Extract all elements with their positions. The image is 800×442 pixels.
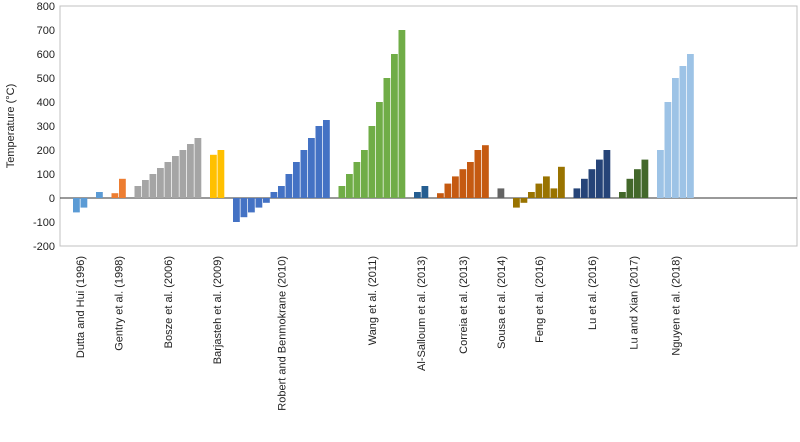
category-label: Gentry et al. (1998)	[114, 256, 126, 351]
category-label: Feng et al. (2016)	[534, 256, 546, 343]
category-label: Wang et al. (2011)	[367, 256, 379, 345]
bar	[543, 176, 550, 198]
bar	[513, 198, 520, 208]
y-tick-label: 700	[37, 25, 55, 37]
bar	[528, 192, 535, 198]
bar	[391, 54, 398, 198]
y-tick-label: 100	[37, 169, 55, 181]
y-tick-label: -100	[33, 217, 55, 229]
bar	[278, 186, 285, 198]
bar	[581, 178, 588, 198]
plot-area	[59, 5, 798, 247]
bars	[73, 30, 694, 222]
y-axis: -200 -100 0 100 200 300 400 500 600 700 800	[33, 1, 55, 253]
bar	[73, 198, 80, 213]
bar	[210, 154, 217, 198]
bar	[672, 78, 679, 198]
bar	[467, 162, 474, 198]
bar	[444, 183, 452, 198]
bar	[134, 186, 142, 198]
bar	[619, 192, 626, 198]
bar	[346, 174, 353, 198]
bar	[248, 198, 255, 213]
bar	[157, 168, 164, 198]
bar	[217, 150, 225, 198]
bar	[459, 169, 467, 198]
bar	[550, 188, 558, 198]
bar	[270, 192, 278, 198]
bar	[308, 138, 315, 198]
category-label: Robert and Benmokrane (2010)	[276, 256, 288, 411]
bar	[687, 54, 694, 198]
bar	[603, 150, 611, 198]
bar	[474, 150, 482, 198]
bar	[657, 150, 664, 198]
bar	[641, 159, 649, 198]
bar	[679, 66, 687, 198]
bar	[588, 169, 596, 198]
bar	[119, 178, 126, 198]
bar	[482, 145, 489, 198]
bar	[142, 180, 149, 198]
bar	[164, 162, 172, 198]
bar	[179, 150, 187, 198]
y-axis-title: Temperature (°C)	[5, 84, 17, 168]
bar	[255, 198, 263, 208]
category-label: Lu et al. (2016)	[587, 256, 599, 330]
bar	[187, 144, 194, 198]
bar	[558, 166, 565, 198]
bar	[376, 102, 383, 198]
bar	[323, 120, 330, 198]
bar	[437, 193, 444, 198]
bar	[421, 186, 429, 198]
category-label: Nguyen et al. (2018)	[670, 256, 682, 356]
y-tick-label: 800	[37, 1, 55, 13]
bar	[172, 156, 179, 198]
bar	[293, 162, 300, 198]
y-tick-label: 300	[37, 121, 55, 133]
bar	[194, 138, 202, 198]
category-label: Barjasteh et al. (2009)	[212, 256, 224, 364]
bar	[452, 176, 459, 198]
bar	[414, 192, 421, 198]
bar	[573, 188, 581, 198]
bar	[149, 174, 157, 198]
bar	[233, 198, 240, 222]
bar	[338, 186, 346, 198]
category-label: Sousa et al. (2014)	[496, 256, 508, 349]
bar	[80, 198, 88, 208]
bar	[315, 126, 323, 198]
y-tick-label: -200	[33, 241, 55, 253]
bar	[361, 150, 368, 198]
bar	[497, 188, 505, 198]
bar	[263, 198, 270, 203]
category-label: Lu and Xian (2017)	[629, 256, 641, 350]
bar	[634, 169, 641, 198]
category-label: Correia et al. (2013)	[458, 256, 470, 354]
category-labels: Dutta and Hui (1996) Gentry et al. (1998)…	[75, 256, 682, 411]
bar	[383, 78, 391, 198]
bar	[535, 183, 543, 198]
y-tick-label: 500	[37, 73, 55, 85]
category-label: Dutta and Hui (1996)	[75, 256, 87, 358]
bar	[285, 174, 293, 198]
y-tick-label: 0	[49, 193, 55, 205]
bar	[353, 162, 361, 198]
bar	[664, 102, 672, 198]
y-tick-label: 600	[37, 49, 55, 61]
category-label: Bosze et al. (2006)	[163, 256, 175, 348]
bar	[398, 30, 406, 198]
bar	[626, 178, 634, 198]
bar	[111, 193, 119, 198]
bar	[368, 126, 376, 198]
bar	[596, 159, 603, 198]
bar	[240, 198, 248, 218]
y-tick-label: 200	[37, 145, 55, 157]
bar	[520, 198, 528, 203]
category-label: Al-Salloum et al. (2013)	[416, 256, 428, 371]
bar	[96, 192, 103, 198]
y-tick-label: 400	[37, 97, 55, 109]
bar	[300, 150, 308, 198]
